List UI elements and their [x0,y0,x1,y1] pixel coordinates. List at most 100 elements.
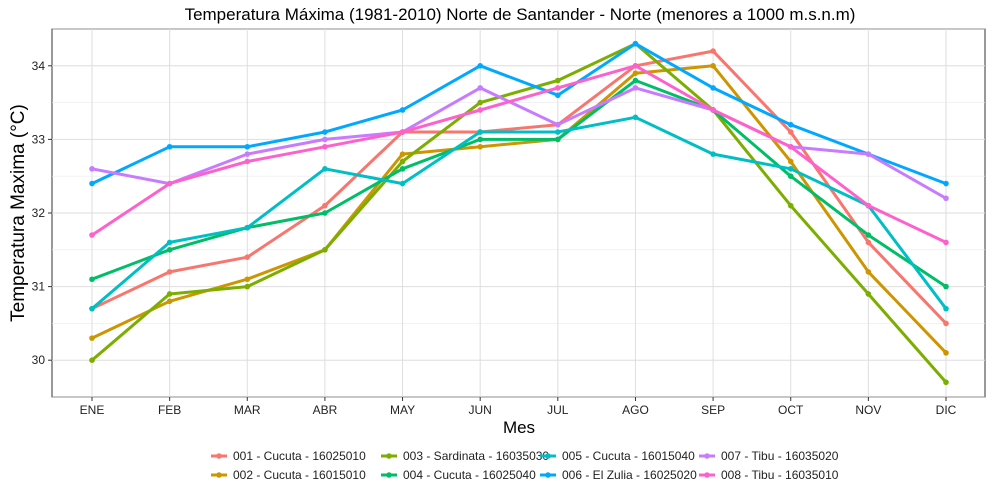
data-point [632,63,639,69]
data-point [166,239,173,246]
data-point [244,276,251,283]
data-point [322,247,328,253]
data-point [322,166,328,172]
data-point [555,129,561,135]
data-point [477,85,483,91]
y-tick-label: 33 [32,132,46,146]
series-line [91,49,948,325]
legend-key-point [545,472,551,478]
x-tick-label: OCT [778,403,804,417]
data-point [555,121,561,128]
data-point [632,85,639,91]
data-point [943,350,949,356]
data-point [787,143,794,150]
data-point [89,357,95,364]
legend-key-point [386,453,392,459]
data-point [865,202,872,209]
y-tick-label: 32 [32,206,46,220]
data-point [399,158,406,165]
data-point [244,158,251,165]
data-point [710,48,716,54]
data-point [166,247,173,253]
data-point [89,305,95,312]
data-point [865,151,872,157]
data-point [244,143,251,150]
legend-item: 005 - Cucuta - 16015040 [540,449,695,463]
data-point [943,239,949,246]
data-point [89,335,95,341]
x-tick-label: DIC [936,403,957,417]
data-point [244,151,251,157]
data-point [865,232,872,238]
data-point [865,291,872,297]
x-tick-label: NOV [855,403,881,417]
data-point [943,180,949,187]
series-line [91,42,948,384]
x-tick-label: ENE [80,403,105,417]
data-point [632,40,639,47]
data-point [477,107,483,113]
data-point [555,77,561,84]
data-point [89,166,95,172]
data-point [555,85,561,91]
data-point [477,129,483,135]
data-point [399,166,406,172]
chart-title: Temperatura Máxima (1981-2010) Norte de … [185,5,856,24]
data-point [710,107,716,113]
data-point [787,121,794,128]
data-point [322,143,328,150]
x-tick-label: JUL [547,403,569,417]
series [89,63,949,246]
legend-key-point [704,453,710,459]
data-point [477,99,483,106]
legend-item: 002 - Cucuta - 16015010 [211,468,366,482]
x-tick-label: MAR [234,403,261,417]
y-tick-label: 30 [32,353,46,367]
legend-label: 002 - Cucuta - 16015010 [233,468,366,482]
legend-key-point [545,453,551,459]
data-point [322,129,328,135]
legend-key-point [386,472,392,478]
data-point [710,63,716,69]
data-point [399,151,406,157]
x-tick-label: JUN [469,403,492,417]
data-point [943,195,949,202]
x-tick-label: FEB [158,403,181,417]
y-tick-label: 31 [32,280,46,294]
data-point [244,224,251,231]
legend-item: 004 - Cucuta - 16025040 [381,468,536,482]
data-point [166,143,173,150]
data-point [787,158,794,165]
legend-label: 005 - Cucuta - 16015040 [562,449,695,463]
data-point [89,232,95,238]
legend-item: 007 - Tibu - 16035020 [699,449,839,463]
data-point [632,70,639,76]
data-point [787,129,794,135]
legend-key-point [704,472,710,478]
data-point [710,151,716,157]
data-point [166,269,173,275]
data-point [787,202,794,209]
data-point [787,166,794,172]
data-point [632,114,639,121]
data-point [322,202,328,209]
x-tick-label: SEP [701,403,725,417]
data-point [943,305,949,312]
legend-item: 001 - Cucuta - 16025010 [211,449,366,463]
legend-label: 004 - Cucuta - 16025040 [403,468,536,482]
axes: 30 31 32 33 34 ENE FEB MAR ABR MAY JUN JUL AGO SEP OCT… [32,59,957,417]
data-point [787,173,794,179]
legend-key-point [216,472,222,478]
series-line [91,86,947,200]
data-point [244,283,251,290]
series [89,40,949,187]
data-point [244,254,251,260]
legend-item: 006 - El Zulia - 16025020 [540,468,697,482]
x-tick-label: ABR [313,403,338,417]
series-lines [89,40,949,386]
data-point [322,210,328,216]
series-line [91,64,947,244]
data-point [943,283,949,290]
legend: 001 - Cucuta - 16025010 002 - Cucuta - 16… [211,449,839,482]
data-point [865,269,872,275]
